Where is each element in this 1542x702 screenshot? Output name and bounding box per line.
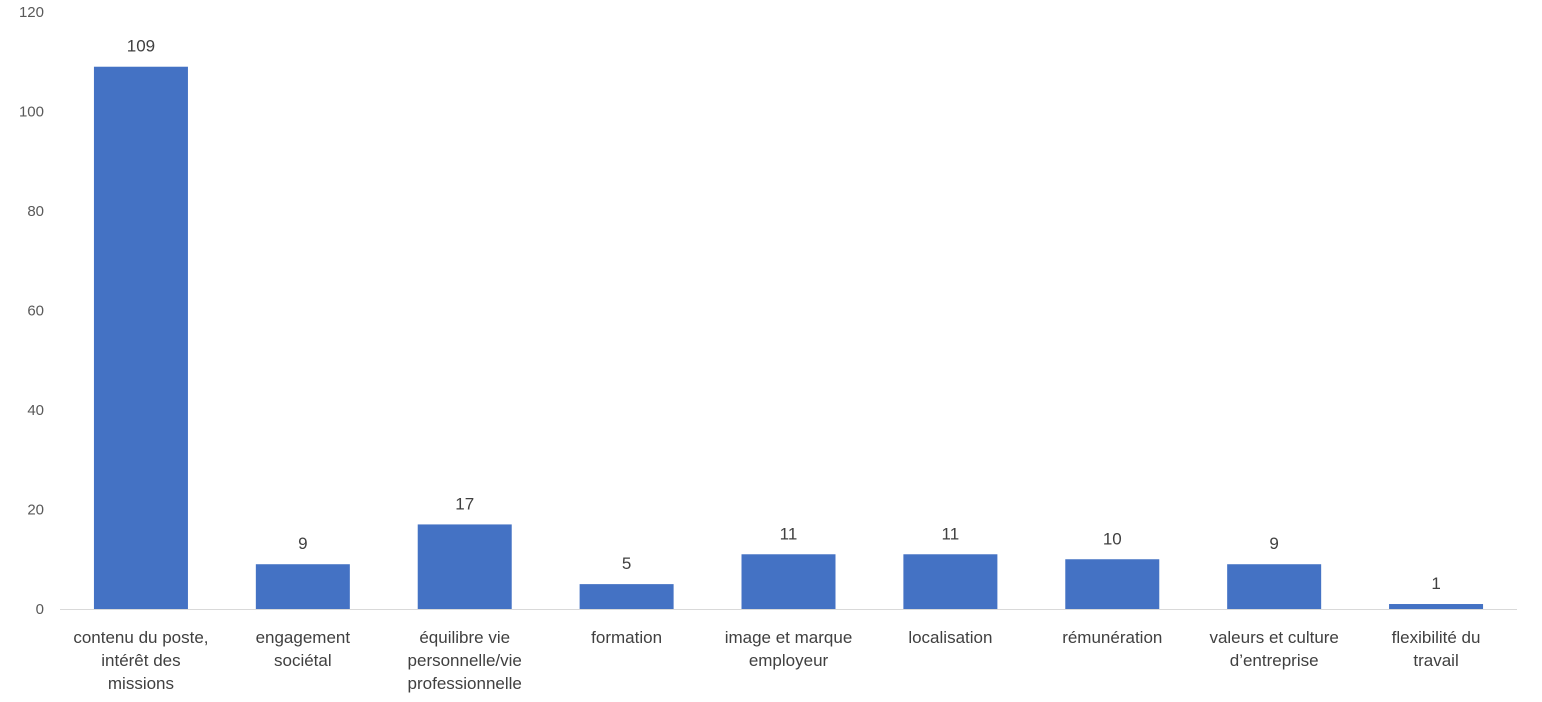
y-tick-label: 120 bbox=[19, 4, 44, 21]
data-label: 11 bbox=[780, 524, 798, 543]
category-label: contenu du poste, intérêt des missions bbox=[73, 628, 208, 693]
bar bbox=[1227, 564, 1322, 609]
y-tick-label: 40 bbox=[27, 402, 44, 419]
bars bbox=[93, 66, 1484, 610]
data-label: 17 bbox=[455, 494, 474, 513]
data-label: 1 bbox=[1431, 574, 1440, 593]
data-label: 109 bbox=[127, 37, 155, 56]
bar bbox=[255, 564, 350, 609]
data-label: 9 bbox=[1269, 534, 1278, 553]
category-label: valeurs et culture d’entreprise bbox=[1209, 628, 1338, 670]
y-tick-label: 100 bbox=[19, 104, 44, 121]
bar bbox=[579, 584, 674, 609]
y-tick-label: 80 bbox=[27, 203, 44, 220]
category-label: flexibilité du travail bbox=[1392, 628, 1481, 670]
bar bbox=[741, 554, 836, 609]
data-label: 5 bbox=[622, 554, 631, 573]
category-labels: contenu du poste, intérêt des missions enga… bbox=[73, 628, 1480, 693]
category-label: formation bbox=[591, 628, 662, 647]
bar bbox=[93, 66, 188, 610]
y-tick-label: 0 bbox=[36, 601, 44, 618]
bar bbox=[903, 554, 998, 609]
category-label: localisation bbox=[908, 628, 992, 647]
y-tick-label: 20 bbox=[27, 502, 44, 519]
category-label: rémunération bbox=[1062, 628, 1162, 647]
bar bbox=[1389, 604, 1484, 609]
bar bbox=[1065, 559, 1160, 609]
data-label: 11 bbox=[942, 524, 960, 543]
category-label: image et marque employeur bbox=[725, 628, 853, 670]
bar bbox=[417, 524, 512, 609]
data-label: 9 bbox=[298, 534, 307, 553]
category-label: équilibre vie personnelle/vie professionne… bbox=[408, 628, 522, 693]
category-label: engagement sociétal bbox=[256, 628, 351, 670]
y-axis-ticks: 0 20 40 60 80 100 120 bbox=[19, 4, 44, 618]
y-tick-label: 60 bbox=[27, 303, 44, 320]
data-label: 10 bbox=[1103, 529, 1122, 548]
